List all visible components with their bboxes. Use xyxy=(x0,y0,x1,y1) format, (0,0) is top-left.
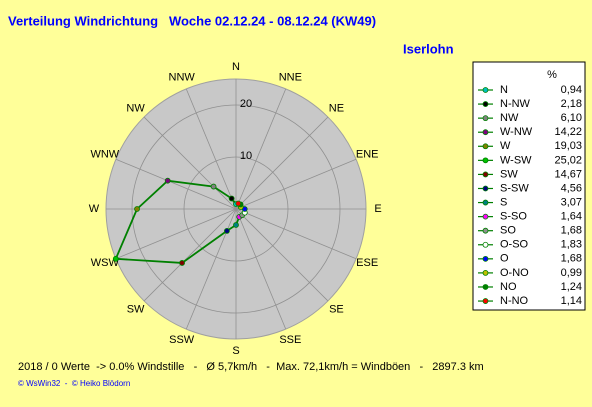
data-point xyxy=(224,228,230,234)
legend-value: 25,02 xyxy=(554,154,582,166)
legend-label: NW xyxy=(500,112,519,124)
direction-label: NNW xyxy=(169,72,196,84)
legend-label: W-NW xyxy=(500,126,533,138)
legend-value: 0,99 xyxy=(561,267,582,279)
direction-label: NE xyxy=(329,102,344,114)
grid-ring xyxy=(131,104,341,314)
legend-swatch xyxy=(482,157,489,164)
direction-label: ESE xyxy=(356,257,378,269)
legend-label: N xyxy=(500,84,508,96)
legend-label: N-NW xyxy=(500,98,531,110)
spoke xyxy=(235,208,287,330)
legend-swatch xyxy=(482,241,489,248)
legend-swatch xyxy=(482,298,489,304)
r-tick-label: 10 xyxy=(240,150,252,162)
legend-value: 14,67 xyxy=(554,168,582,180)
legend-swatch xyxy=(482,213,489,220)
direction-label: NW xyxy=(126,102,145,114)
legend-value: 1,83 xyxy=(561,239,582,251)
legend-value: 1,68 xyxy=(561,253,582,265)
direction-label: WNW xyxy=(90,149,119,161)
legend-label: SW xyxy=(500,168,518,180)
legend-label: O xyxy=(500,253,509,265)
data-point xyxy=(134,206,140,212)
direction-label: W xyxy=(89,203,100,215)
spoke xyxy=(115,158,237,210)
legend-value: 1,68 xyxy=(561,225,582,237)
legend-value: 19,03 xyxy=(554,140,582,152)
r-tick-label: 20 xyxy=(240,98,252,110)
legend-swatch xyxy=(482,87,489,93)
legend-swatch xyxy=(482,115,489,122)
direction-label: NNE xyxy=(279,72,302,84)
legend-value: 4,56 xyxy=(561,182,582,194)
legend-swatch xyxy=(482,129,489,136)
grid-ring xyxy=(183,156,289,262)
legend-swatch xyxy=(482,270,489,276)
legend-label: W xyxy=(500,140,511,152)
spoke xyxy=(235,208,357,260)
legend-value: 6,10 xyxy=(561,112,582,124)
data-point xyxy=(233,222,239,228)
direction-label: N xyxy=(232,61,240,73)
spoke xyxy=(235,88,287,210)
station-name: Iserlohn xyxy=(403,41,454,56)
legend-box xyxy=(472,61,586,311)
legend-swatch xyxy=(482,101,489,107)
legend-value: 1,64 xyxy=(561,211,582,223)
direction-label: SE xyxy=(329,303,344,315)
spoke xyxy=(235,208,329,302)
legend-label: SO xyxy=(500,225,516,237)
data-point xyxy=(228,195,235,202)
data-point xyxy=(235,200,242,207)
direction-label: WSW xyxy=(91,257,120,269)
legend-label: W-SW xyxy=(500,154,532,166)
footer: 2018 / 0 Werte -> 0.0% Windstille - Ø 5,… xyxy=(18,361,484,373)
legend-label: N-NO xyxy=(500,295,529,307)
direction-label: SW xyxy=(127,303,145,315)
legend-label: NO xyxy=(500,281,517,293)
legend-swatch xyxy=(482,171,489,178)
legend-label: O-NO xyxy=(500,267,529,279)
legend-label: S-SW xyxy=(500,182,529,194)
legend-swatch xyxy=(482,255,489,262)
legend-value: 1,24 xyxy=(561,281,582,293)
credits: © WsWin32 - © Heiko Blödorn xyxy=(18,379,130,388)
legend-value: 3,07 xyxy=(561,196,582,208)
direction-label: E xyxy=(374,203,381,215)
spoke xyxy=(143,116,237,210)
spoke xyxy=(235,158,357,210)
legend-swatch xyxy=(482,185,489,192)
data-point xyxy=(210,183,217,190)
legend-value: 0,94 xyxy=(561,84,582,96)
spoke xyxy=(143,208,237,302)
direction-label: SSW xyxy=(169,334,195,346)
legend-value: 14,22 xyxy=(554,126,582,138)
legend-value: 2,18 xyxy=(561,98,582,110)
legend-swatch xyxy=(482,284,489,290)
spoke xyxy=(185,88,237,210)
legend-label: S xyxy=(500,196,507,208)
legend-swatch xyxy=(482,199,489,206)
legend-unit: % xyxy=(547,69,557,81)
legend-swatch xyxy=(482,143,489,150)
data-point xyxy=(179,260,185,266)
direction-label: ENE xyxy=(356,149,379,161)
legend-label: O-SO xyxy=(500,239,529,251)
data-point xyxy=(112,255,119,262)
legend-swatch xyxy=(482,227,489,234)
spoke xyxy=(235,116,329,210)
legend-label: S-SO xyxy=(500,211,527,223)
data-point xyxy=(164,177,171,184)
spoke xyxy=(115,208,237,260)
direction-label: S xyxy=(232,345,239,357)
direction-label: SSE xyxy=(279,334,301,346)
legend-value: 1,14 xyxy=(561,295,582,307)
chart-title: Verteilung Windrichtung Woche 02.12.24 -… xyxy=(8,13,376,28)
